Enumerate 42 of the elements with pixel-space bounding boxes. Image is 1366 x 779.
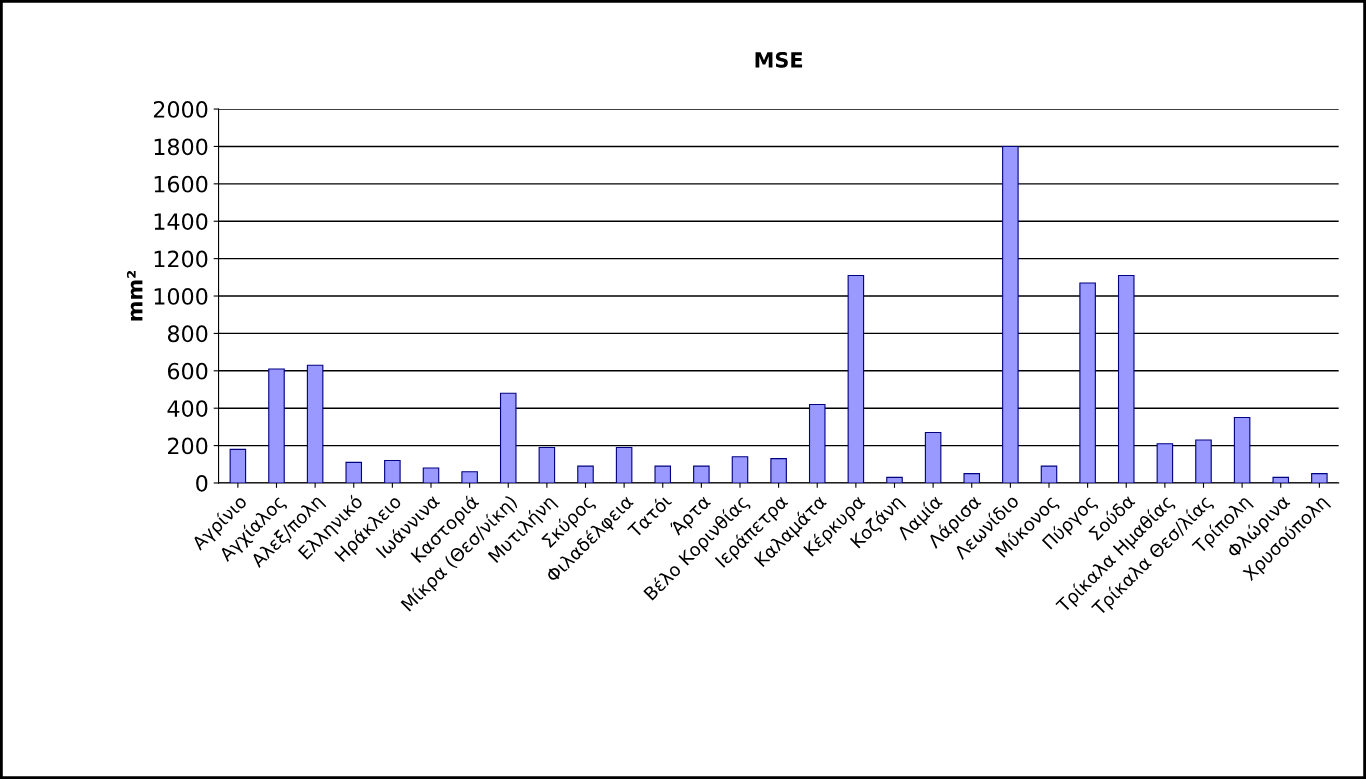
y-tick-label: 1000 <box>154 287 208 305</box>
bar <box>1079 282 1096 483</box>
bar <box>577 465 594 483</box>
y-tick-label: 2000 <box>153 101 208 118</box>
bar <box>1311 473 1328 483</box>
bar <box>1117 274 1135 483</box>
bar <box>229 448 247 483</box>
bar <box>886 476 903 483</box>
bar <box>963 473 981 483</box>
y-tick-label: 1800 <box>154 138 208 156</box>
y-tick-label: 200 <box>168 437 208 455</box>
bar <box>345 461 363 483</box>
bar <box>461 471 478 483</box>
y-tick-label: 800 <box>167 325 208 343</box>
bar <box>422 467 440 483</box>
bar <box>1233 416 1251 483</box>
y-tick-label: 1600 <box>154 175 208 193</box>
bar <box>731 456 749 483</box>
bar <box>693 465 710 483</box>
bar <box>847 274 865 483</box>
chart-title: MSE <box>755 51 803 68</box>
bar <box>654 465 672 483</box>
bar <box>615 446 633 483</box>
y-tick-label: 1200 <box>154 250 208 268</box>
bar <box>1156 443 1174 483</box>
bar <box>306 364 324 483</box>
bar <box>384 459 401 483</box>
y-tick-label: 0 <box>196 474 208 492</box>
bar <box>808 403 826 483</box>
y-tick-label: 600 <box>167 362 208 380</box>
y-axis-title: mm² <box>126 270 143 321</box>
y-tick-label: 400 <box>167 400 208 417</box>
y-tick-label: 1400 <box>154 213 208 230</box>
bar <box>1040 465 1058 483</box>
bar <box>1002 145 1019 483</box>
bar <box>1195 439 1212 483</box>
bar <box>924 431 942 483</box>
bar <box>770 458 787 483</box>
bar <box>538 446 556 483</box>
bar <box>499 392 517 483</box>
bar <box>1272 476 1290 483</box>
bar <box>268 368 285 483</box>
